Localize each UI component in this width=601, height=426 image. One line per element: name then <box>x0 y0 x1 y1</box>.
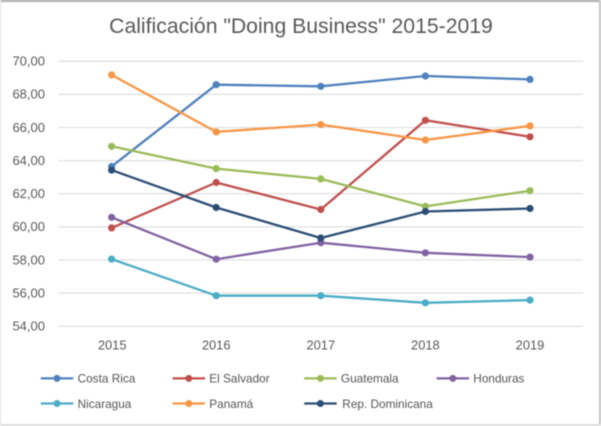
svg-text:Calificación "Doing Business": Calificación "Doing Business" 2015-2019 <box>109 15 493 38</box>
svg-text:64,00: 64,00 <box>12 153 45 168</box>
svg-text:60,00: 60,00 <box>12 219 45 234</box>
svg-text:2016: 2016 <box>202 338 231 353</box>
svg-text:54,00: 54,00 <box>12 319 45 334</box>
svg-text:El Salvador: El Salvador <box>209 372 269 386</box>
svg-text:Rep. Dominicana: Rep. Dominicana <box>342 397 433 411</box>
svg-text:56,00: 56,00 <box>12 285 45 300</box>
svg-text:68,00: 68,00 <box>12 87 45 102</box>
svg-text:Nicaragua: Nicaragua <box>78 397 132 411</box>
svg-text:66,00: 66,00 <box>12 120 45 135</box>
svg-text:2019: 2019 <box>516 338 545 353</box>
svg-text:Panamá: Panamá <box>209 397 253 411</box>
svg-text:Costa Rica: Costa Rica <box>78 372 136 386</box>
svg-text:58,00: 58,00 <box>12 252 45 267</box>
svg-text:2018: 2018 <box>411 338 440 353</box>
svg-text:Honduras: Honduras <box>473 372 524 386</box>
svg-text:2015: 2015 <box>98 338 127 353</box>
svg-text:70,00: 70,00 <box>12 54 45 69</box>
svg-text:2017: 2017 <box>306 338 335 353</box>
svg-text:62,00: 62,00 <box>12 186 45 201</box>
svg-text:Guatemala: Guatemala <box>341 372 399 386</box>
